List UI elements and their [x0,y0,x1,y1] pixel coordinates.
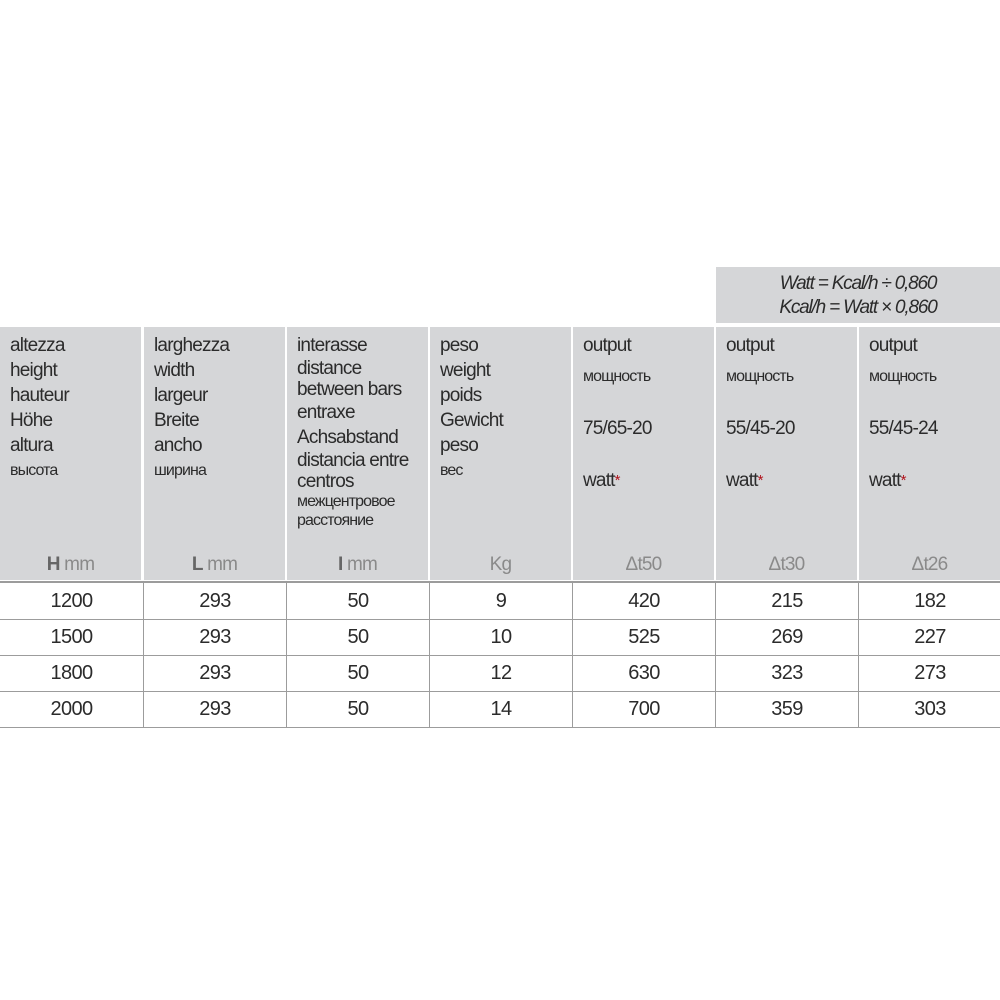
label-output: output [583,335,632,356]
table-row: 2000 293 50 14 700 359 303 [0,691,1000,728]
label-ru-1: межцентровое [297,493,395,510]
label-temps: 55/45-24 [869,418,938,439]
label-temps: 75/65-20 [583,418,652,439]
unit-label: Δt50 [625,554,663,575]
unit-label: Δt30 [768,554,806,575]
table-cell: 1200 [50,590,93,612]
label-es-1: distancia entre [297,450,409,471]
label-fr: poids [440,385,482,406]
header-height: altezza height hauteur Höhe altura высот… [0,327,141,580]
table-cell: 14 [429,691,572,727]
label-en-2: between bars [297,379,402,400]
table-cell: 9 [429,583,572,619]
table-cell: 700 [572,691,715,727]
table-cell: 630 [572,655,715,691]
label-en: weight [440,360,491,381]
label-de: Gewicht [440,410,504,431]
label-output: output [726,335,775,356]
table-row: 1200 293 50 9 420 215 182 [0,583,1000,620]
label-watt: watt* [869,470,907,491]
table-cell: 293 [143,619,286,655]
label-fr: largeur [154,385,208,406]
label-ru: ширина [154,462,207,479]
label-ru: вес [440,462,463,479]
table-cell: 303 [858,691,1000,727]
table-cell: 182 [858,583,1000,619]
table-cell: 10 [429,619,572,655]
label-it: interasse [297,335,368,356]
table-cell: 293 [143,691,286,727]
table-cell: 215 [715,583,858,619]
header-distance-between-bars: interasse distance between bars entraxe … [287,327,428,580]
label-ru: мощность [726,368,794,385]
table-cell: 273 [858,655,1000,691]
table-cell: 227 [858,619,1000,655]
label-ru: высота [10,462,58,479]
unit-label: Δt26 [911,554,949,575]
asterisk-icon: * [900,472,907,489]
unit-label: H mm [46,554,95,575]
table-cell: 293 [143,583,286,619]
table-cell: 2000 [50,698,93,720]
table-row: 1500 293 50 10 525 269 227 [0,619,1000,656]
table-cell: 1500 [50,626,93,648]
label-fr: entraxe [297,402,356,423]
table-cell: 1800 [50,662,93,684]
label-temps: 55/45-20 [726,418,795,439]
formula-line-2: Kcal/h = Watt × 0,860 [779,297,937,318]
unit-label: Kg [489,554,512,575]
formula-line-1: Watt = Kcal/h ÷ 0,860 [779,273,938,294]
header-output-dt50: output мощность 75/65-20 watt* Δt50 [573,327,714,580]
header-width: larghezza width largeur Breite ancho шир… [144,327,285,580]
table-row: 1800 293 50 12 630 323 273 [0,655,1000,692]
label-en: height [10,360,58,381]
label-output: output [869,335,918,356]
table-cell: 323 [715,655,858,691]
table-cell: 50 [286,655,429,691]
table-cell: 50 [286,583,429,619]
unit-label: L mm [191,554,238,575]
header-output-dt26: output мощность 55/45-24 watt* Δt26 [859,327,1000,580]
table-cell: 50 [286,691,429,727]
label-de: Achsabstand [297,427,399,448]
header-output-dt30: output мощность 55/45-20 watt* Δt30 [716,327,857,580]
table-cell: 50 [286,619,429,655]
label-it: larghezza [154,335,230,356]
label-it: peso [440,335,479,356]
label-fr: hauteur [10,385,70,406]
table-cell: 525 [572,619,715,655]
label-es-2: centros [297,471,355,492]
label-it: altezza [10,335,65,356]
header-weight: peso weight poids Gewicht peso вес Kg [430,327,571,580]
asterisk-icon: * [614,472,621,489]
table-cell: 293 [143,655,286,691]
unit-label: I mm [337,554,378,575]
label-en: width [154,360,195,381]
label-watt: watt* [583,470,621,491]
label-watt: watt* [726,470,764,491]
table-cell: 359 [715,691,858,727]
label-de: Breite [154,410,200,431]
label-ru: мощность [869,368,937,385]
asterisk-icon: * [757,472,764,489]
label-es: altura [10,435,54,456]
label-de: Höhe [10,410,53,431]
label-en-1: distance [297,358,362,379]
conversion-formula-box: Watt = Kcal/h ÷ 0,860 Kcal/h = Watt × 0,… [716,267,1000,323]
table-cell: 420 [572,583,715,619]
label-es: ancho [154,435,203,456]
header-divider [0,581,1000,583]
label-ru-2: расстояние [297,512,374,529]
label-ru: мощность [583,368,651,385]
label-es: peso [440,435,479,456]
table-cell: 269 [715,619,858,655]
table-cell: 12 [429,655,572,691]
